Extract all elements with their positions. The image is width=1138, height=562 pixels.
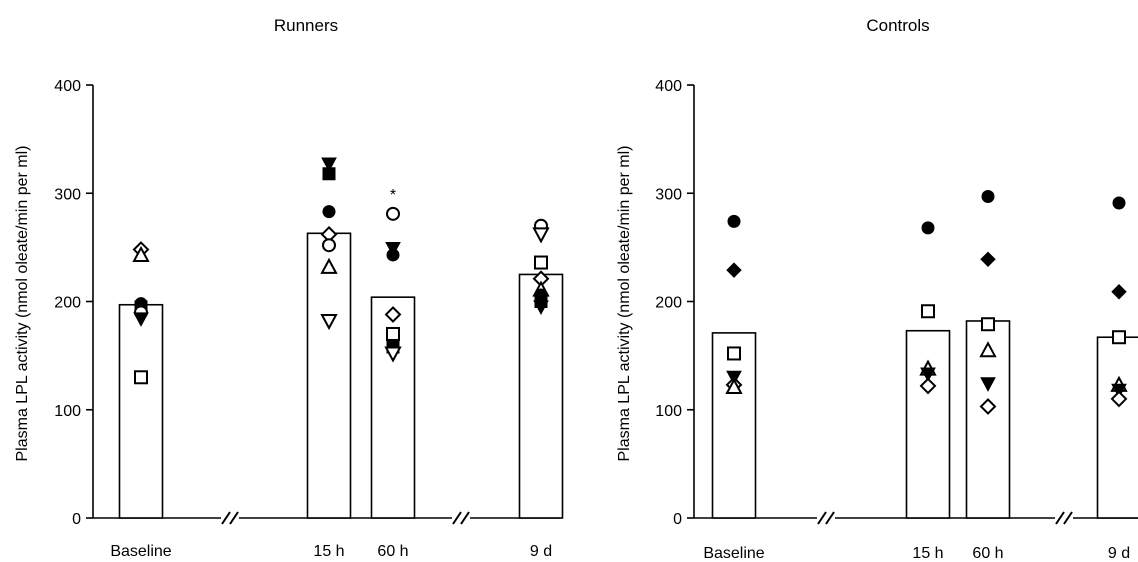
triangle-down-filled-marker xyxy=(321,157,337,173)
x-category-label: 9 d xyxy=(530,543,552,560)
y-axis-label: Plasma LPL activity (nmol oleate/min per… xyxy=(14,146,31,462)
bar xyxy=(118,303,164,519)
diamond-filled-marker xyxy=(726,262,742,278)
axis-break-mark xyxy=(452,511,462,525)
diamond-open-marker xyxy=(1110,390,1128,408)
bar xyxy=(518,273,564,519)
circle-filled-marker xyxy=(727,214,741,228)
y-tick-label: 0 xyxy=(673,511,682,528)
circle-open-marker xyxy=(386,206,400,221)
y-tick-label: 200 xyxy=(655,295,682,312)
diamond-open-marker xyxy=(919,377,937,395)
square-open-marker xyxy=(134,370,148,385)
triangle-open-marker xyxy=(320,257,338,274)
triangle-open-marker xyxy=(725,377,743,395)
circle-filled-marker xyxy=(921,221,935,235)
bar xyxy=(306,232,352,519)
axis-break-mark xyxy=(460,511,470,525)
x-category-label: Baseline xyxy=(110,543,171,560)
triangle-down-filled-marker xyxy=(980,377,996,392)
square-open-marker xyxy=(534,255,548,270)
panel-title: Controls xyxy=(866,16,929,35)
y-tick-label: 300 xyxy=(655,186,682,203)
circle-filled-marker xyxy=(322,205,336,219)
square-open-marker xyxy=(921,304,935,319)
triangle-down-open-marker xyxy=(532,227,550,244)
axis-break-mark xyxy=(825,511,835,525)
bar xyxy=(1096,336,1138,519)
runners-panel: Runners Plasma LPL activity (nmol oleate/… xyxy=(14,16,564,560)
diamond-filled-marker xyxy=(980,251,996,267)
square-filled-marker xyxy=(322,167,336,181)
triangle-down-filled-marker xyxy=(133,312,149,327)
circle-filled-marker xyxy=(1112,196,1126,210)
panel-title: Runners xyxy=(274,16,338,35)
axis-break-mark xyxy=(1055,511,1065,525)
square-open-marker xyxy=(386,326,400,341)
y-tick-label: 400 xyxy=(54,78,81,95)
triangle-open-marker xyxy=(132,245,150,262)
triangle-open-marker xyxy=(979,341,997,358)
circle-filled-marker xyxy=(386,248,400,262)
x-category-label: 15 h xyxy=(912,545,943,562)
diamond-filled-marker xyxy=(1111,284,1127,300)
axis-break-mark xyxy=(817,511,827,525)
y-tick-label: 400 xyxy=(655,78,682,95)
circle-open-marker xyxy=(322,238,336,253)
y-tick-label: 100 xyxy=(655,403,682,420)
x-category-label: 9 d xyxy=(1108,545,1130,562)
y-tick-label: 0 xyxy=(72,511,81,528)
x-category-label: 60 h xyxy=(972,545,1003,562)
triangle-down-filled-marker xyxy=(533,300,549,315)
bar xyxy=(905,329,951,519)
controls-panel: Controls Plasma LPL activity (nmol oleate… xyxy=(616,16,1138,562)
square-open-marker xyxy=(981,317,995,332)
y-tick-label: 100 xyxy=(54,403,81,420)
bar xyxy=(711,332,757,519)
x-category-label: 15 h xyxy=(313,543,344,560)
triangle-down-open-marker xyxy=(384,346,402,363)
diamond-open-marker xyxy=(384,306,402,323)
circle-filled-marker xyxy=(981,189,995,203)
y-tick-label: 200 xyxy=(54,295,81,312)
axis-break-mark xyxy=(229,511,239,525)
diamond-open-marker xyxy=(979,398,997,415)
triangle-down-filled-marker xyxy=(920,367,936,383)
y-axis-label: Plasma LPL activity (nmol oleate/min per… xyxy=(616,146,633,462)
square-open-marker xyxy=(727,346,741,361)
x-category-label: 60 h xyxy=(377,543,408,560)
axis-break-mark xyxy=(221,511,231,525)
y-tick-label: 300 xyxy=(54,186,81,203)
axis-break-mark xyxy=(1063,511,1073,525)
x-category-label: Baseline xyxy=(703,545,764,562)
significance-asterisk: * xyxy=(390,187,396,204)
square-open-marker xyxy=(1112,330,1126,345)
triangle-down-open-marker xyxy=(320,313,338,331)
